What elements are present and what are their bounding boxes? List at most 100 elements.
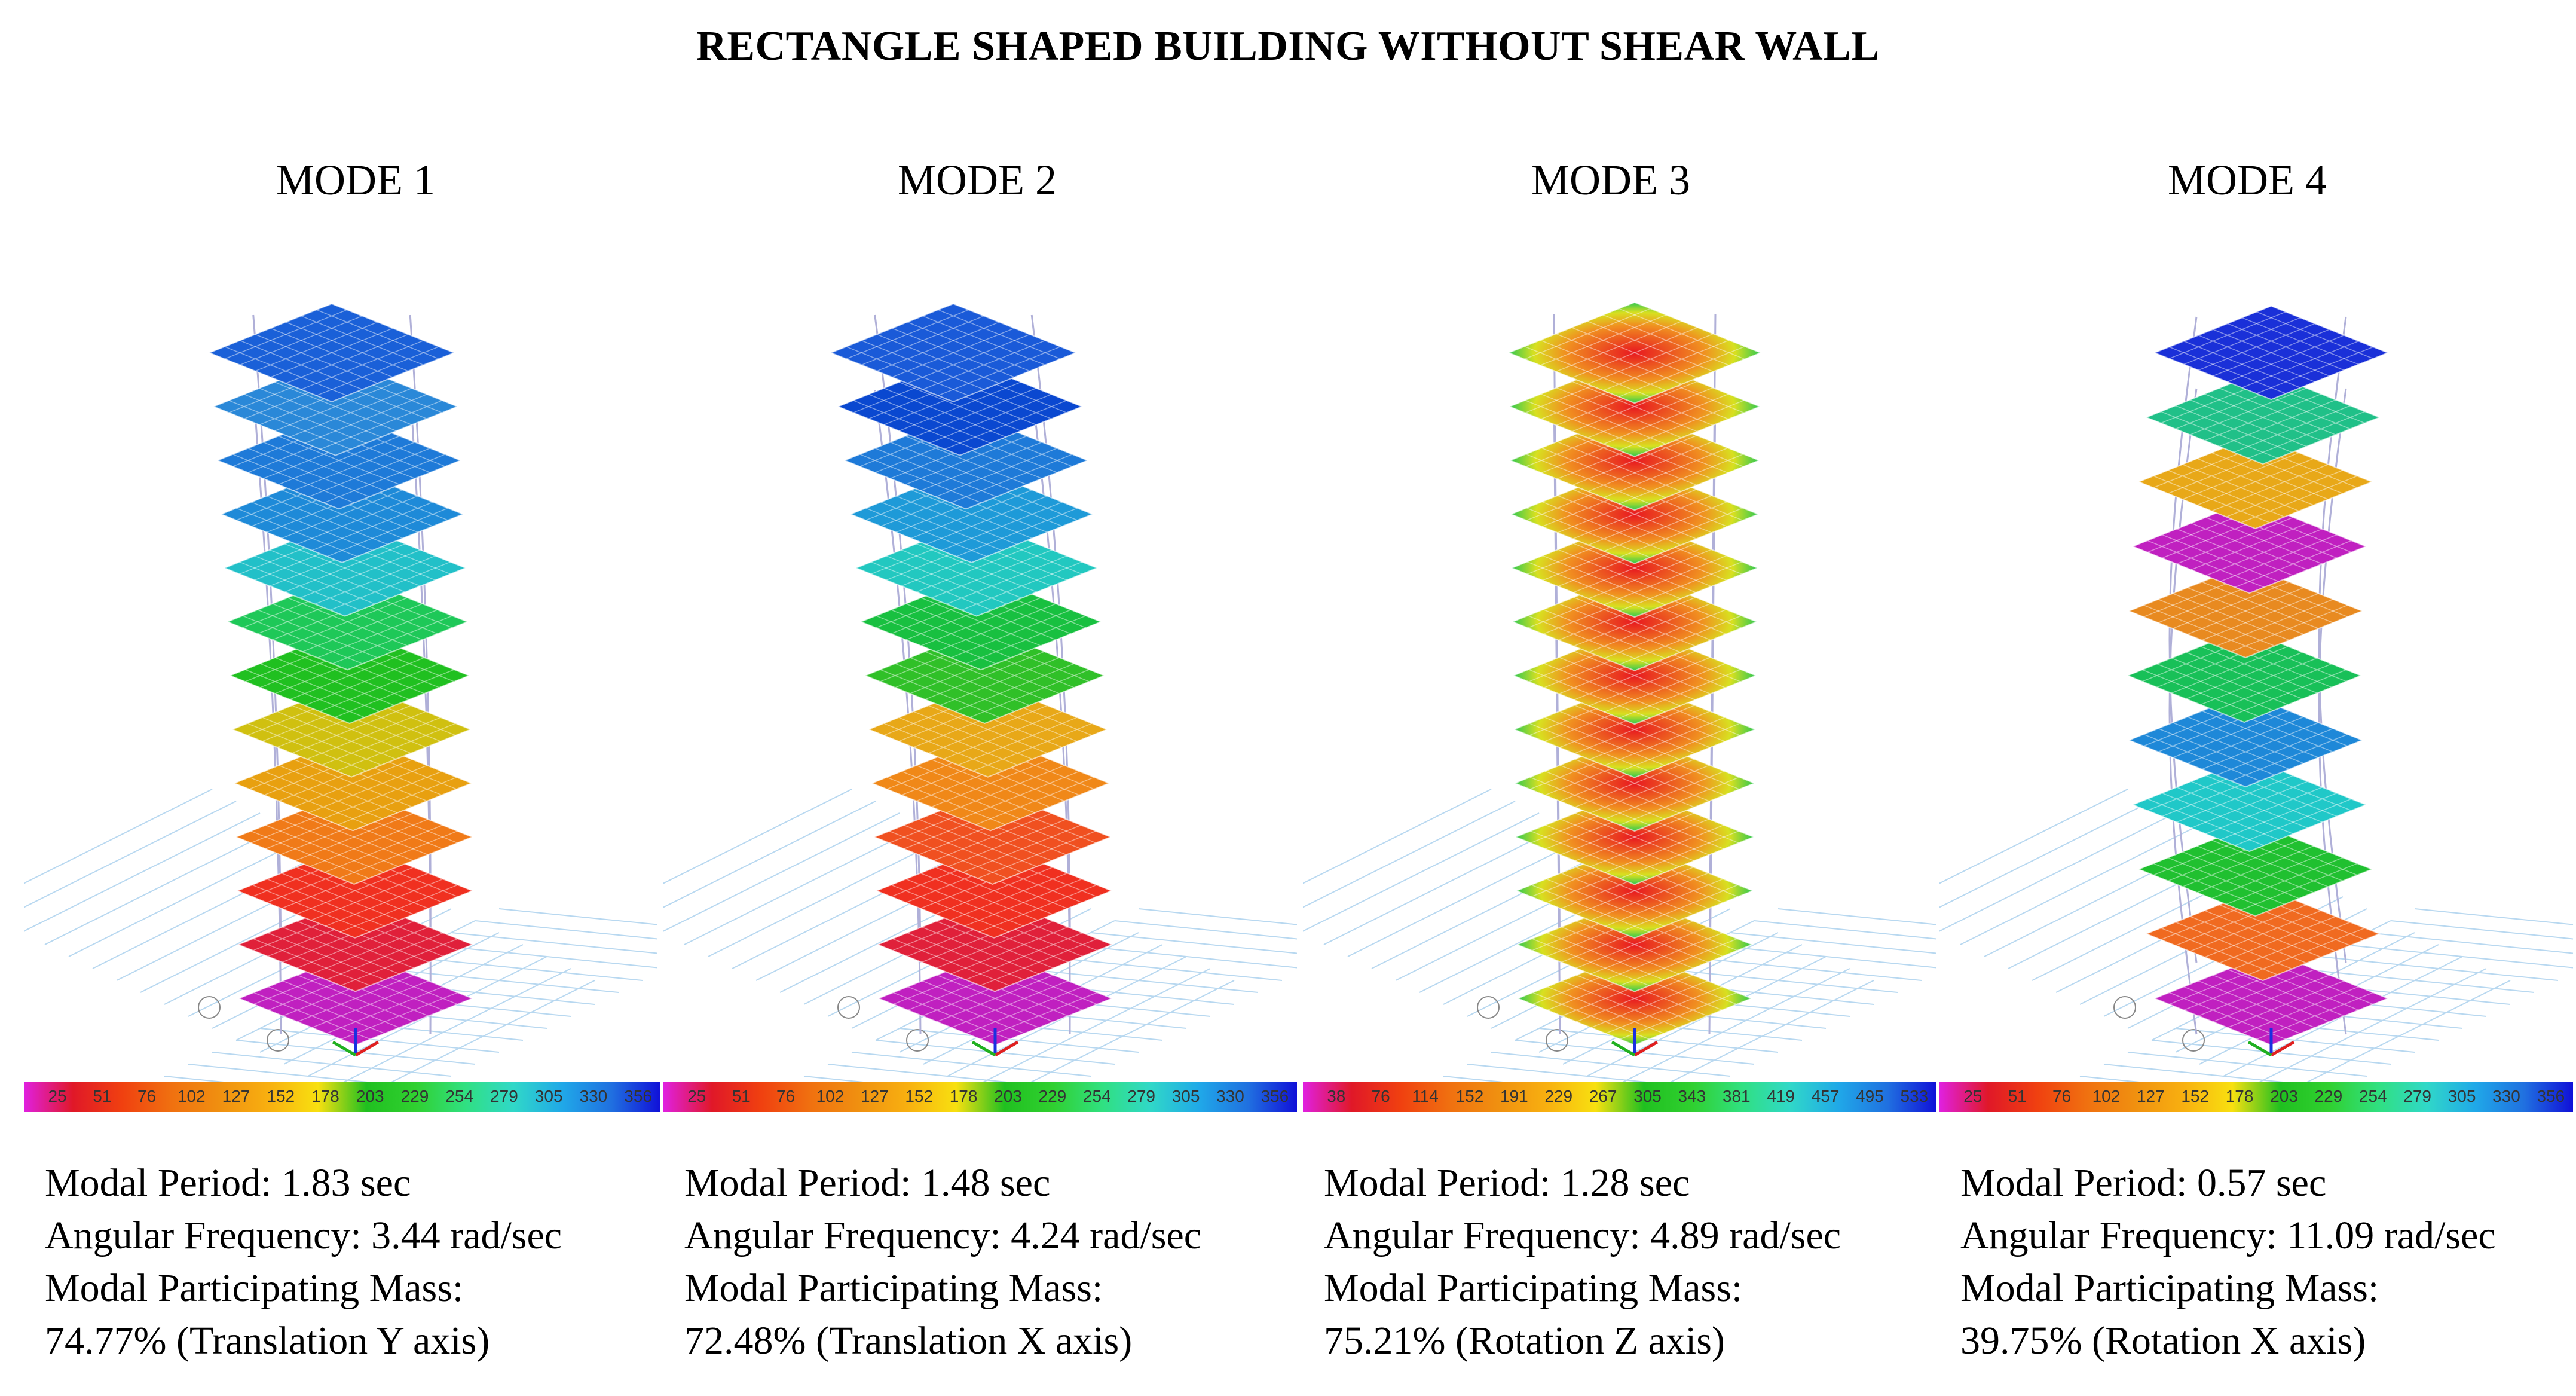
legend-tick-label: 267 (1589, 1087, 1617, 1105)
legend-tick-label: 229 (2314, 1087, 2343, 1105)
legend-tick-label: 495 (1856, 1087, 1884, 1105)
floor-slab (843, 411, 1090, 510)
floor-slab (859, 573, 1103, 671)
legend-tick-label: 254 (2358, 1087, 2387, 1105)
modal-period-text: Modal Period: 0.57 sec (1960, 1161, 2327, 1205)
legend-tick-label: 305 (1633, 1087, 1662, 1105)
legend-tick-label: 152 (1455, 1087, 1484, 1105)
legend-tick-label: 254 (1082, 1087, 1111, 1105)
legend-tick-label: 419 (1767, 1087, 1795, 1105)
legend-tick-label: 203 (356, 1087, 384, 1105)
color-scale-legend: 25 51 76 102 127 152 178 203 229 254 279 305 330 356 (1939, 1082, 2573, 1112)
legend-tick-label: 343 (1678, 1087, 1706, 1105)
floor-slab (207, 303, 456, 402)
legend-tick-label: 102 (177, 1087, 206, 1105)
grid-bubble-icon (267, 1029, 289, 1052)
color-scale-legend: 38 76 114 152 191 229 267 305 343 381 419 457 495 533 (1303, 1082, 1936, 1112)
color-scale-legend: 25 51 76 102 127 152 178 203 229 254 279 305 330 356 (24, 1082, 660, 1112)
floor-slab (1516, 951, 1753, 1046)
angular-frequency-text: Angular Frequency: 11.09 rad/sec (1960, 1214, 2496, 1257)
legend-tick-label: 25 (1963, 1087, 1983, 1105)
mode-title: MODE 2 (898, 156, 1057, 204)
mode-title: MODE 1 (276, 156, 435, 204)
mode-info: Modal Period: 0.57 sec Angular Frequency:… (1960, 1157, 2576, 1367)
legend-tick-label: 356 (624, 1087, 652, 1105)
legend-tick-label: 76 (1371, 1087, 1390, 1105)
floor-slab (867, 681, 1109, 778)
floor-slab (2126, 628, 2363, 723)
grid-bubble-icon (1546, 1029, 1568, 1052)
angular-frequency-text: Angular Frequency: 4.89 rad/sec (1324, 1214, 1841, 1257)
legend-tick-label: 76 (2052, 1087, 2072, 1105)
grid-bubble-icon (906, 1029, 929, 1052)
floor-slab (863, 627, 1106, 725)
legend-tick-label: 102 (2092, 1087, 2121, 1105)
participating-mass-label: Modal Participating Mass: (1960, 1266, 2379, 1310)
legend-tick-label: 127 (222, 1087, 250, 1105)
floor-slab (1511, 572, 1758, 671)
mode-title: MODE 3 (1531, 156, 1690, 204)
legend-tick-label: 178 (2225, 1087, 2254, 1105)
legend-tick-label: 178 (949, 1087, 978, 1105)
legend-tick-label: 51 (732, 1087, 751, 1105)
legend-tick-label: 279 (490, 1087, 518, 1105)
figure-title: RECTANGLE SHAPED BUILDING WITHOUT SHEAR … (696, 23, 1880, 69)
color-scale-legend: 25 51 76 102 127 152 178 203 229 254 279 305 330 356 (663, 1082, 1297, 1112)
legend-tick-label: 25 (48, 1087, 67, 1105)
legend-tick-label: 330 (579, 1087, 608, 1105)
legend-tick-label: 51 (2008, 1087, 2027, 1105)
axis-triad-icon (1611, 1028, 1659, 1057)
floor-slab (1508, 356, 1761, 457)
legend-tick-label: 330 (2492, 1087, 2520, 1105)
legend-tick-label: 102 (816, 1087, 845, 1105)
ground-grid (1303, 789, 1936, 1088)
building-model-view (1939, 305, 2573, 1088)
modal-period-text: Modal Period: 1.48 sec (684, 1161, 1051, 1205)
mode-info: Modal Period: 1.48 sec Angular Frequency:… (684, 1157, 1330, 1367)
angular-frequency-text: Angular Frequency: 4.24 rad/sec (684, 1214, 1202, 1257)
legend-tick-label: 76 (137, 1087, 157, 1105)
floor-slab (2144, 886, 2381, 982)
mode-info: Modal Period: 1.28 sec Angular Frequency:… (1324, 1157, 1969, 1367)
legend-tick-label: 305 (1171, 1087, 1200, 1105)
legend-tick-label: 279 (2403, 1087, 2431, 1105)
participating-mass-value: 75.21% (Rotation Z axis) (1324, 1319, 1725, 1363)
legend-tick-label: 127 (860, 1087, 889, 1105)
building-model-view (1303, 301, 1936, 1088)
axis-triad-icon (332, 1028, 380, 1057)
participating-mass-label: Modal Participating Mass: (45, 1266, 464, 1310)
floor-slab (2144, 369, 2381, 465)
participating-mass-value: 39.75% (Rotation X axis) (1960, 1319, 2366, 1363)
legend-tick-label: 330 (1216, 1087, 1244, 1105)
legend-tick-label: 356 (1261, 1087, 1289, 1105)
modal-period-text: Modal Period: 1.83 sec (45, 1161, 411, 1205)
axis-triad-icon (971, 1028, 1019, 1057)
angular-frequency-text: Angular Frequency: 3.44 rad/sec (45, 1214, 562, 1257)
floor-slab (2153, 305, 2390, 401)
floor-slab (1512, 626, 1758, 725)
legend-tick-label: 152 (905, 1087, 934, 1105)
floor-slab (2137, 821, 2374, 917)
legend-tick-label: 127 (2136, 1087, 2165, 1105)
legend-tick-label: 254 (445, 1087, 474, 1105)
floor-slab (829, 303, 1078, 402)
floor-slab (212, 357, 460, 456)
legend-tick-label: 533 (1900, 1087, 1929, 1105)
legend-tick-label: 178 (311, 1087, 339, 1105)
floor-slab (2131, 499, 2368, 594)
legend-tick-label: 191 (1500, 1087, 1528, 1105)
legend-tick-label: 229 (1038, 1087, 1067, 1105)
legend-tick-label: 38 (1327, 1087, 1346, 1105)
legend-tick-label: 25 (687, 1087, 706, 1105)
mode-title: MODE 4 (2168, 156, 2327, 204)
modal-period-text: Modal Period: 1.28 sec (1324, 1161, 1690, 1205)
legend-tick-label: 152 (267, 1087, 295, 1105)
axis-triad-icon (2247, 1028, 2295, 1057)
floor-slab (2131, 757, 2368, 853)
participating-mass-value: 74.77% (Translation Y axis) (45, 1319, 490, 1363)
grid-bubble-icon (198, 996, 221, 1019)
participating-mass-value: 72.48% (Translation X axis) (684, 1319, 1133, 1363)
legend-tick-label: 51 (93, 1087, 112, 1105)
legend-tick-label: 76 (776, 1087, 796, 1105)
grid-bubble-icon (2113, 996, 2136, 1019)
